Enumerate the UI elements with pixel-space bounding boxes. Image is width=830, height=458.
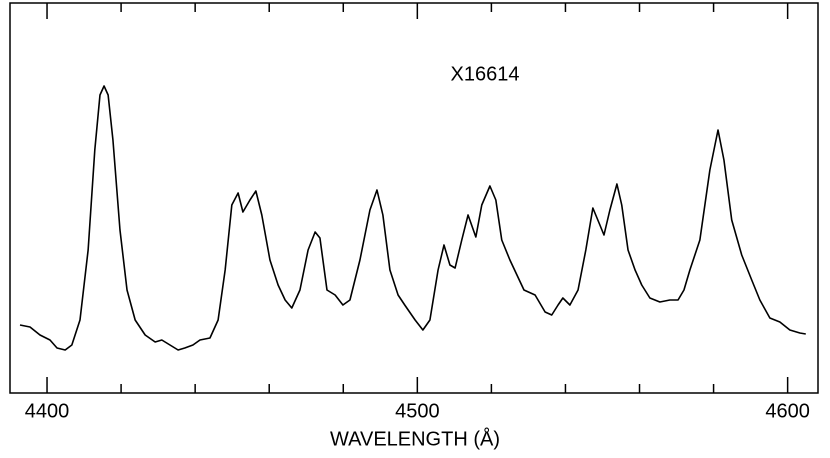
- x-tick-label: 4500: [395, 400, 440, 422]
- x-tick-label: 4600: [765, 400, 810, 422]
- plot-frame: [9, 2, 819, 394]
- x-tick-label: 4400: [25, 400, 70, 422]
- x-axis-label: WAVELENGTH (Å): [330, 427, 500, 450]
- spectrum-line: [19, 85, 806, 351]
- annotation: X16614: [451, 63, 520, 85]
